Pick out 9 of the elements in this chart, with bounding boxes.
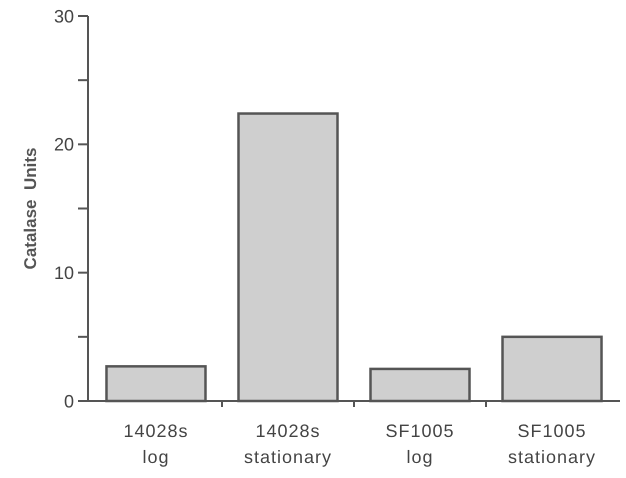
x-tick-label: 14028s log [123,421,189,467]
x-tick-label: SF1005 stationary [508,421,596,467]
y-tick-label: 0 [64,391,74,412]
y-tick-label: 20 [54,134,74,155]
y-axis-title: Catalase Units [21,148,40,270]
y-tick-label: 30 [54,6,74,26]
x-tick-label: 14028s stationary [244,421,332,467]
x-tick-label: SF1005 log [385,421,455,467]
y-tick-label: 10 [54,262,74,283]
